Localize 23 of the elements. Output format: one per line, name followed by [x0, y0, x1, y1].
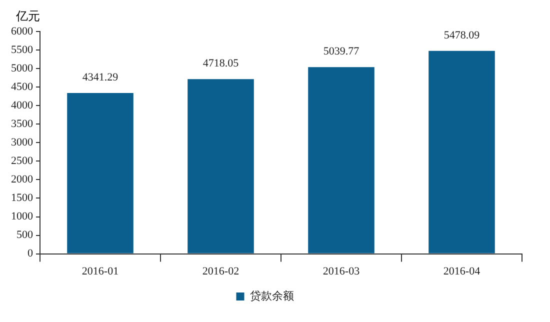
x-tick-label: 2016-01 [82, 265, 119, 278]
y-tick-label: 1500 [11, 192, 34, 204]
y-tick-label: 2500 [11, 155, 34, 168]
y-tick-label: 5000 [11, 62, 34, 75]
y-tick-label: 2000 [11, 174, 34, 186]
y-tick-label: 4000 [11, 100, 34, 112]
y-tick-label: 6000 [11, 25, 34, 38]
data-label: 5039.77 [323, 46, 360, 58]
y-tick-label: 5500 [11, 44, 34, 56]
y-axis-title: 亿元 [16, 8, 41, 23]
data-label: 4341.29 [82, 71, 119, 84]
data-label: 4718.05 [202, 57, 240, 70]
y-tick-label: 0 [28, 248, 34, 260]
data-label: 5478.09 [444, 29, 480, 42]
x-tick-label: 2016-02 [202, 265, 240, 278]
y-tick-label: 4500 [11, 81, 34, 94]
x-tick-label: 2016-04 [443, 265, 481, 278]
y-tick-label: 3500 [11, 118, 34, 130]
legend-label: 贷款余额 [250, 289, 294, 302]
y-tick-label: 500 [16, 229, 34, 242]
y-tick-label: 3000 [11, 136, 34, 149]
y-tick-label: 1000 [11, 210, 34, 223]
x-tick-label: 2016-03 [322, 265, 360, 278]
